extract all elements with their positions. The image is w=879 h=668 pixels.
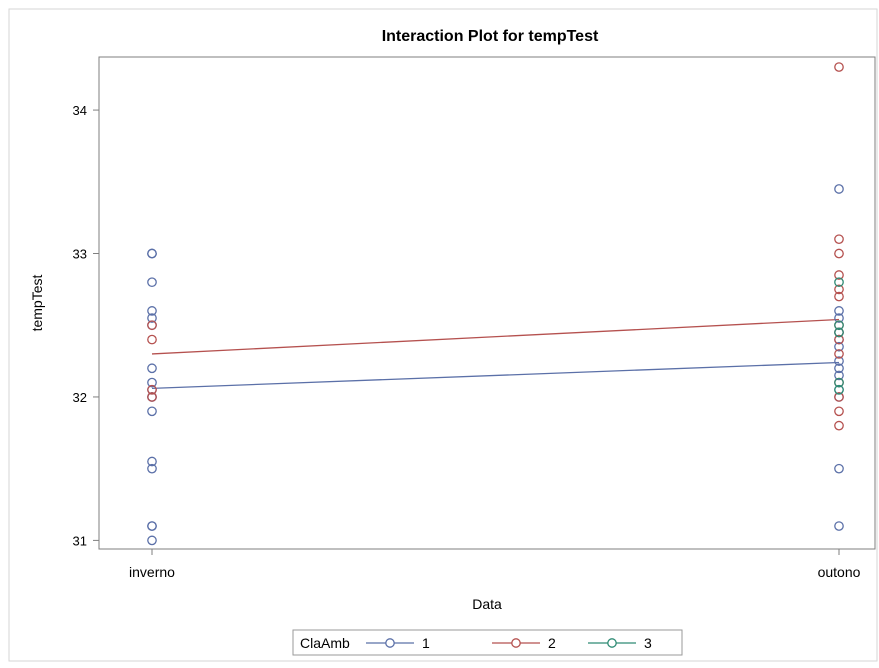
legend: ClaAmb 1 2 3 bbox=[292, 629, 683, 656]
data-point-claamb-1 bbox=[147, 456, 157, 467]
data-point-claamb-1 bbox=[147, 521, 157, 531]
data-point-claamb-2 bbox=[834, 420, 844, 431]
plot-area bbox=[98, 56, 876, 550]
y-tick-label: 33 bbox=[73, 247, 87, 262]
data-point-claamb-1 bbox=[834, 341, 844, 352]
data-point-claamb-1 bbox=[834, 363, 844, 374]
y-tick-label: 34 bbox=[73, 103, 87, 118]
y-tick-label: 32 bbox=[73, 390, 87, 405]
data-point-claamb-2 bbox=[834, 248, 844, 259]
data-point-claamb-3 bbox=[834, 327, 844, 338]
data-point-claamb-1 bbox=[147, 306, 157, 316]
data-point-claamb-2 bbox=[834, 284, 844, 295]
legend-marker-claamb-2 bbox=[511, 638, 521, 648]
data-point-claamb-1 bbox=[834, 463, 844, 474]
data-point-claamb-1 bbox=[834, 521, 844, 531]
data-point-claamb-1 bbox=[147, 377, 157, 388]
legend-label-claamb-3: 3 bbox=[644, 635, 652, 651]
legend-label-claamb-1: 1 bbox=[422, 635, 430, 651]
mean-line-claamb-2 bbox=[151, 318, 840, 355]
chart-title: Interaction Plot for tempTest bbox=[382, 28, 599, 45]
data-point-claamb-2 bbox=[834, 406, 844, 417]
data-point-claamb-2 bbox=[834, 334, 844, 345]
data-point-claamb-1 bbox=[147, 463, 157, 474]
data-point-claamb-2 bbox=[834, 234, 844, 245]
mean-lines bbox=[151, 318, 840, 389]
y-axis: 31 32 33 34 bbox=[73, 103, 99, 548]
data-point-claamb-1 bbox=[834, 313, 844, 323]
data-point-claamb-2 bbox=[834, 392, 844, 402]
data-point-claamb-1 bbox=[147, 277, 157, 288]
data-point-claamb-2 bbox=[147, 392, 157, 402]
data-point-claamb-1 bbox=[147, 248, 157, 259]
x-tick-label: inverno bbox=[129, 564, 175, 580]
data-point-claamb-1 bbox=[834, 306, 844, 316]
legend-marker-claamb-1 bbox=[385, 638, 395, 648]
data-point-claamb-3 bbox=[834, 320, 844, 331]
x-axis: inverno outono bbox=[129, 549, 861, 580]
data-point-claamb-1 bbox=[834, 356, 844, 366]
mean-line-claamb-1 bbox=[151, 361, 840, 389]
data-point-claamb-1 bbox=[147, 313, 157, 323]
data-point-claamb-2 bbox=[834, 291, 844, 302]
data-point-claamb-1 bbox=[834, 370, 844, 381]
data-point-claamb-2 bbox=[834, 270, 844, 280]
legend-label-claamb-2: 2 bbox=[548, 635, 556, 651]
y-tick-label: 31 bbox=[73, 533, 87, 548]
graph-border bbox=[8, 8, 878, 662]
y-axis-label: tempTest bbox=[29, 274, 45, 331]
data-point-claamb-1 bbox=[147, 535, 157, 546]
data-point-claamb-1 bbox=[834, 184, 844, 194]
data-point-claamb-1 bbox=[147, 363, 157, 374]
data-point-claamb-2 bbox=[147, 334, 157, 345]
data-point-claamb-3 bbox=[834, 384, 844, 395]
data-point-claamb-2 bbox=[834, 62, 844, 72]
data-point-claamb-2 bbox=[834, 349, 844, 359]
legend-marker-claamb-3 bbox=[607, 638, 617, 648]
data-point-claamb-2 bbox=[147, 320, 157, 331]
data-point-claamb-2 bbox=[147, 384, 157, 395]
data-point-claamb-3 bbox=[834, 277, 844, 288]
data-points bbox=[147, 62, 844, 546]
data-point-claamb-3 bbox=[834, 377, 844, 388]
data-point-claamb-1 bbox=[147, 406, 157, 417]
x-axis-label: Data bbox=[472, 596, 502, 612]
legend-title: ClaAmb bbox=[300, 635, 350, 651]
x-tick-label: outono bbox=[818, 564, 861, 580]
